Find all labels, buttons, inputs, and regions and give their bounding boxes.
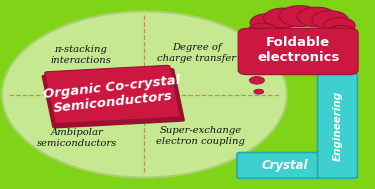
Text: Foldable
electronics: Foldable electronics bbox=[257, 36, 339, 64]
Circle shape bbox=[264, 8, 303, 28]
Text: π-stacking
interactions: π-stacking interactions bbox=[50, 45, 111, 64]
FancyBboxPatch shape bbox=[42, 68, 185, 129]
FancyBboxPatch shape bbox=[237, 153, 333, 178]
Text: Ambipolar
semiconductors: Ambipolar semiconductors bbox=[37, 128, 117, 148]
Circle shape bbox=[254, 89, 264, 94]
Circle shape bbox=[326, 26, 356, 41]
Text: Degree of
charge transfer: Degree of charge transfer bbox=[158, 43, 236, 63]
Text: Organic Co-crystal
Semiconductors: Organic Co-crystal Semiconductors bbox=[42, 73, 183, 116]
Text: Super-exchange
electron coupling: Super-exchange electron coupling bbox=[156, 126, 245, 146]
Text: Crystal: Crystal bbox=[262, 159, 308, 172]
FancyBboxPatch shape bbox=[45, 65, 180, 124]
Text: Engineering: Engineering bbox=[333, 91, 342, 161]
Circle shape bbox=[249, 77, 264, 84]
Ellipse shape bbox=[2, 11, 287, 178]
Circle shape bbox=[324, 18, 355, 33]
Circle shape bbox=[312, 11, 348, 29]
Circle shape bbox=[279, 6, 321, 26]
FancyBboxPatch shape bbox=[238, 28, 358, 75]
FancyBboxPatch shape bbox=[318, 73, 357, 178]
Circle shape bbox=[248, 23, 277, 37]
Circle shape bbox=[297, 7, 336, 27]
Circle shape bbox=[250, 14, 286, 32]
